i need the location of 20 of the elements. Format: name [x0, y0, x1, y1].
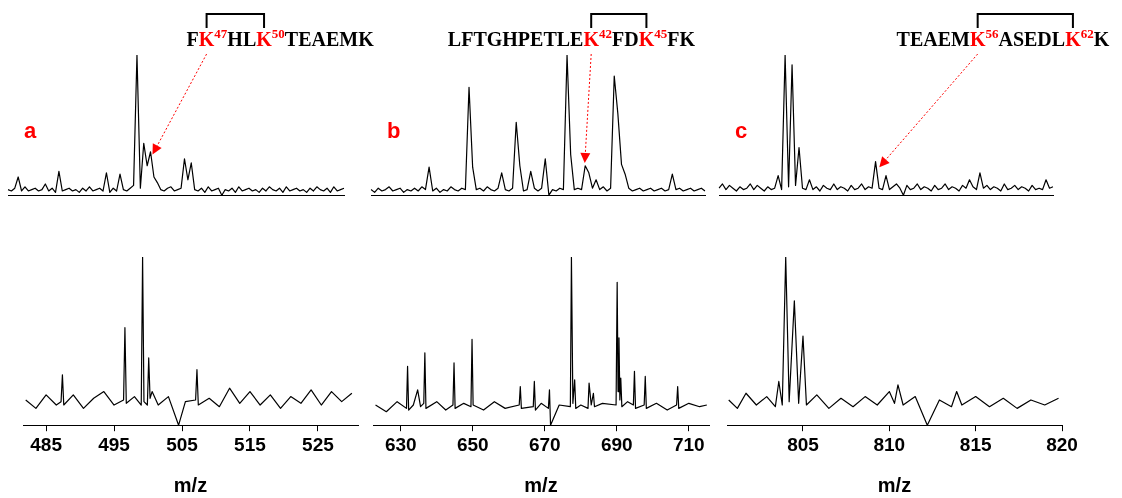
x-tick-label: 805 — [787, 433, 820, 455]
annotation: b — [387, 118, 401, 144]
x-tick-label: 495 — [98, 433, 131, 455]
annotation: c — [735, 118, 748, 144]
x-tick-label: 505 — [166, 433, 199, 455]
x-tick-label: 815 — [959, 433, 992, 455]
x-axis-title: m/z — [877, 473, 912, 496]
x-tick-label: 810 — [873, 433, 906, 455]
x-tick-label: 690 — [600, 433, 633, 455]
x-tick-label: 515 — [234, 433, 267, 455]
x-axis-title: m/z — [173, 473, 208, 496]
x-tick-label: 710 — [672, 433, 705, 455]
x-tick-label: 485 — [30, 433, 63, 455]
x-tick-label: 670 — [528, 433, 561, 455]
x-tick-label: 650 — [456, 433, 489, 455]
annotation: a — [24, 118, 37, 144]
x-tick-label: 630 — [384, 433, 417, 455]
x-tick-label: 820 — [1046, 433, 1078, 455]
x-axis-title: m/z — [524, 473, 558, 496]
x-tick-label: 525 — [302, 433, 335, 455]
